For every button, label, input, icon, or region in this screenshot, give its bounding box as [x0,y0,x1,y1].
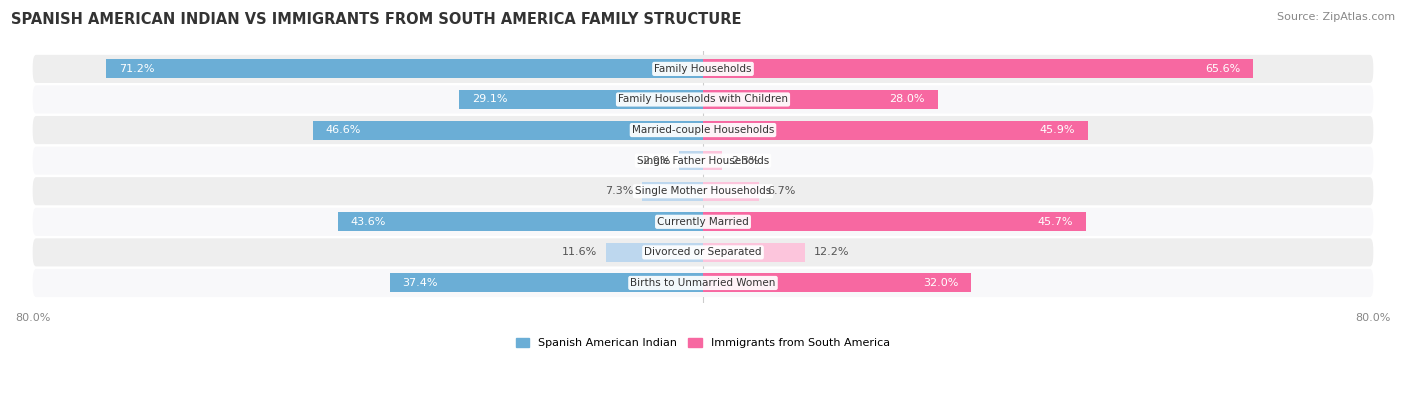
Text: 71.2%: 71.2% [120,64,155,74]
Text: SPANISH AMERICAN INDIAN VS IMMIGRANTS FROM SOUTH AMERICA FAMILY STRUCTURE: SPANISH AMERICAN INDIAN VS IMMIGRANTS FR… [11,12,742,27]
Text: 29.1%: 29.1% [472,94,508,105]
Bar [703,273,972,292]
Legend: Spanish American Indian, Immigrants from South America: Spanish American Indian, Immigrants from… [512,333,894,353]
Text: Divorced or Separated: Divorced or Separated [644,247,762,258]
Text: Single Father Households: Single Father Households [637,156,769,166]
FancyBboxPatch shape [32,238,1374,267]
Text: Single Mother Households: Single Mother Households [636,186,770,196]
FancyBboxPatch shape [32,147,1374,175]
Text: 32.0%: 32.0% [924,278,959,288]
Bar [703,120,1088,139]
Bar [337,213,703,231]
Text: 65.6%: 65.6% [1205,64,1240,74]
FancyBboxPatch shape [32,269,1374,297]
Text: Married-couple Households: Married-couple Households [631,125,775,135]
Text: Source: ZipAtlas.com: Source: ZipAtlas.com [1277,12,1395,22]
Bar [703,182,759,201]
Text: 43.6%: 43.6% [350,217,385,227]
Text: 28.0%: 28.0% [890,94,925,105]
FancyBboxPatch shape [32,116,1374,144]
Text: 6.7%: 6.7% [768,186,796,196]
Text: 2.3%: 2.3% [731,156,759,166]
Text: 11.6%: 11.6% [562,247,598,258]
Text: 45.9%: 45.9% [1039,125,1076,135]
Bar [703,59,1253,78]
FancyBboxPatch shape [32,55,1374,83]
FancyBboxPatch shape [32,208,1374,236]
Bar [641,182,703,201]
Text: 46.6%: 46.6% [325,125,360,135]
Bar [460,90,703,109]
Text: Currently Married: Currently Married [657,217,749,227]
Text: 2.9%: 2.9% [641,156,671,166]
FancyBboxPatch shape [32,177,1374,205]
Bar [107,59,703,78]
Text: Births to Unmarried Women: Births to Unmarried Women [630,278,776,288]
Text: 37.4%: 37.4% [402,278,437,288]
Bar [389,273,703,292]
Text: 7.3%: 7.3% [605,186,634,196]
Bar [703,243,806,262]
Bar [679,151,703,170]
Bar [703,213,1085,231]
Text: Family Households with Children: Family Households with Children [619,94,787,105]
FancyBboxPatch shape [32,85,1374,113]
Bar [312,120,703,139]
Bar [703,151,723,170]
Text: 45.7%: 45.7% [1038,217,1073,227]
Bar [606,243,703,262]
Text: 12.2%: 12.2% [814,247,849,258]
Text: Family Households: Family Households [654,64,752,74]
Bar [703,90,938,109]
